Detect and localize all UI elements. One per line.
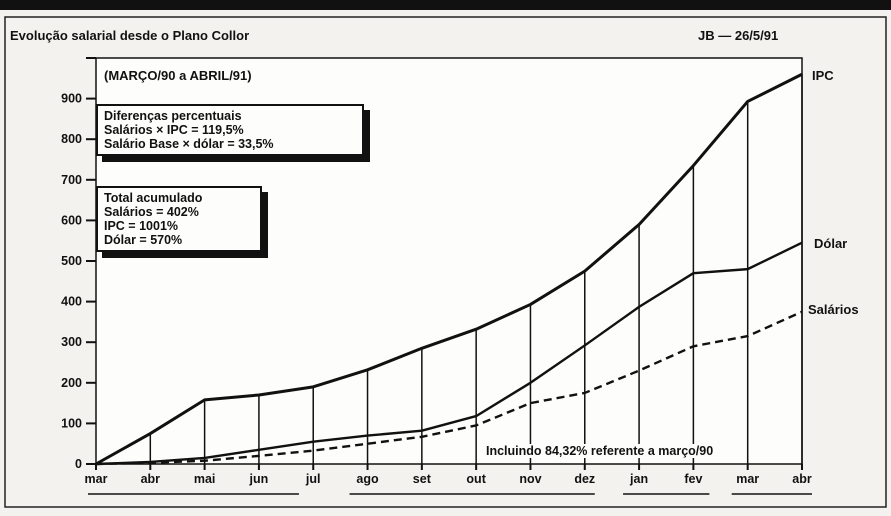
y-tick-label: 600: [61, 213, 82, 227]
x-tick-label: ago: [356, 472, 379, 486]
y-tick-label: 500: [61, 254, 82, 268]
x-tick-label: jun: [249, 472, 269, 486]
differences-box: Diferenças percentuais Salários × IPC = …: [96, 104, 364, 156]
series-line-salarios: [95, 310, 803, 466]
differences-title: Diferenças percentuais: [104, 109, 242, 123]
outer-border: [4, 16, 887, 508]
series-label-dolar: Dólar: [814, 236, 848, 251]
totals-line: Salários = 402%: [104, 205, 199, 219]
differences-line: Salário Base × dólar = 33,5%: [104, 137, 274, 151]
totals-line: Dólar = 570%: [104, 233, 183, 247]
series-line-ipc: [95, 72, 803, 466]
y-tick-label: 0: [75, 457, 82, 471]
totals-line: IPC = 1001%: [104, 219, 179, 233]
period-label: (MARÇO/90 a ABRIL/91): [104, 68, 252, 83]
source-label: JB — 26/5/91: [698, 28, 779, 43]
totals-box: Total acumulado Salários = 402% IPC = 10…: [96, 186, 262, 252]
y-axis: 0 100 200 300 400 500 600 700 800 900: [61, 57, 96, 471]
y-tick-label: 100: [61, 416, 82, 430]
series-lines: [95, 72, 803, 466]
x-tick-label: dez: [574, 472, 595, 486]
series-line-dolar: [95, 241, 803, 466]
footnote: Incluindo 84,32% referente a março/90: [486, 444, 714, 458]
y-tick-label: 400: [61, 295, 82, 309]
x-tick-label: abr: [141, 472, 161, 486]
y-tick-label: 300: [61, 335, 82, 349]
y-tick-label: 800: [61, 132, 82, 146]
totals-title: Total acumulado: [104, 191, 203, 205]
month-verticals: [149, 74, 803, 464]
top-bar: [0, 0, 891, 10]
chart-title: Evolução salarial desde o Plano Collor: [10, 28, 250, 43]
x-tick-label: abr: [792, 472, 812, 486]
x-tick-label: jul: [305, 472, 321, 486]
x-tick-label: mar: [85, 472, 108, 486]
differences-line: Salários × IPC = 119,5%: [104, 123, 244, 137]
x-tick-label: nov: [519, 472, 541, 486]
x-tick-label: mai: [194, 472, 216, 486]
y-tick-label: 700: [61, 173, 82, 187]
x-tick-label: mar: [736, 472, 759, 486]
x-tick-label: fev: [684, 472, 702, 486]
x-axis: mar abr mai jun jul ago set out nov dez jan fev mar a…: [85, 464, 812, 486]
x-tick-label: out: [466, 472, 486, 486]
x-tick-label: jan: [629, 472, 648, 486]
series-label-ipc: IPC: [812, 68, 834, 83]
y-tick-label: 900: [61, 92, 82, 106]
x-tick-label: set: [413, 472, 432, 486]
y-tick-label: 200: [61, 376, 82, 390]
series-label-salarios: Salários: [808, 302, 859, 317]
